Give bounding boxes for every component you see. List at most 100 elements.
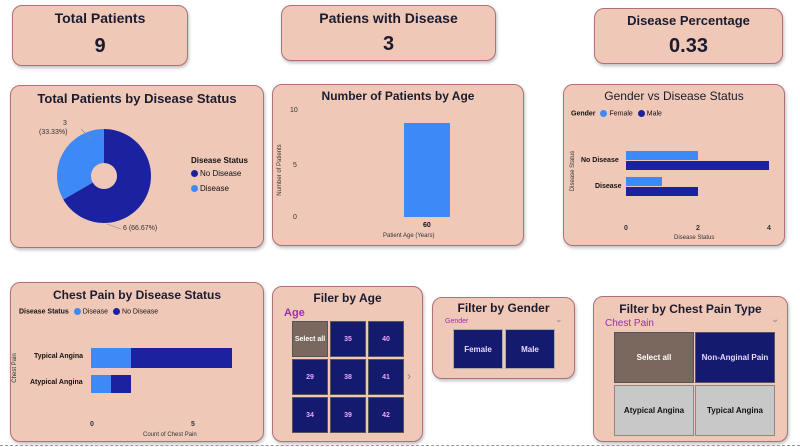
kpi-total-patients: Total Patients 9 bbox=[12, 5, 188, 66]
category-label: Typical Angina bbox=[34, 353, 84, 360]
donut-slice-no-disease[interactable] bbox=[63, 129, 151, 223]
slicer-header: Chest Pain bbox=[605, 318, 654, 329]
donut-label-no-disease: 6 (66.67%) bbox=[123, 225, 158, 232]
age-tile[interactable]: 34 bbox=[292, 397, 328, 433]
chart-title: Filter by Chest Pain Type bbox=[619, 302, 762, 316]
age-tile[interactable]: 35 bbox=[330, 321, 366, 357]
chest-filter-card: Filter by Chest Pain Type Chest Pain ⌄ S… bbox=[593, 296, 788, 442]
chest-chart-card: Chest Pain by Disease Status Disease Sta… bbox=[10, 282, 264, 442]
donut-chart bbox=[57, 128, 151, 230]
legend-label: No Disease bbox=[200, 169, 242, 178]
kpi-title: Total Patients bbox=[54, 10, 146, 26]
y-tick: 0 bbox=[293, 214, 297, 221]
kpi-patients-with-disease: Patiens with Disease 3 bbox=[281, 5, 496, 61]
x-tick: 0 bbox=[624, 225, 628, 232]
y-tick: 5 bbox=[293, 162, 297, 169]
bar-disease-female[interactable] bbox=[626, 177, 662, 186]
x-tick: 0 bbox=[90, 421, 94, 428]
kpi-value: 9 bbox=[94, 35, 106, 57]
kpi-value: 0.33 bbox=[669, 35, 708, 57]
y-tick: 10 bbox=[290, 107, 298, 114]
legend-label[interactable]: No Disease bbox=[122, 308, 159, 316]
gender-chart-card: Gender vs Disease Status Gender Female M… bbox=[563, 84, 785, 246]
legend-label: Disease bbox=[200, 184, 229, 193]
gender-tile-female[interactable]: Female bbox=[453, 329, 503, 369]
x-tick: 2 bbox=[696, 225, 700, 232]
age-tile[interactable]: 42 bbox=[368, 397, 404, 433]
kpi-value: 3 bbox=[382, 33, 395, 55]
gender-tile-male[interactable]: Male bbox=[505, 329, 555, 369]
chart-title: Chest Pain by Disease Status bbox=[52, 288, 222, 302]
donut-slice-disease[interactable] bbox=[57, 129, 104, 200]
bar-atypical-angina-no-disease[interactable] bbox=[111, 375, 132, 393]
legend-dot-icon bbox=[191, 185, 198, 193]
y-axis-title: Disease Status bbox=[570, 150, 576, 192]
legend-dot-icon bbox=[637, 110, 645, 117]
legend-item-disease[interactable]: Disease bbox=[191, 184, 229, 193]
chart-title: Filter by Gender bbox=[457, 301, 550, 315]
category-label: Atypical Angina bbox=[30, 379, 83, 386]
x-axis-title: Count of Chest Pain bbox=[143, 432, 197, 438]
legend-dot-icon bbox=[113, 308, 121, 315]
legend-label[interactable]: Disease bbox=[82, 308, 109, 316]
chart-title: Filer by Age bbox=[313, 291, 382, 305]
legend-item-no-disease[interactable]: No Disease bbox=[191, 169, 241, 178]
bar-atypical-angina-disease[interactable] bbox=[91, 375, 112, 393]
donut-legend-title: Disease Status bbox=[191, 156, 248, 165]
age-tile[interactable]: 41 bbox=[368, 359, 404, 395]
slicer-header: Gender bbox=[445, 318, 469, 325]
legend-dot-icon bbox=[73, 308, 81, 315]
slicer-header: Age bbox=[284, 307, 305, 319]
category-label: Disease bbox=[595, 183, 622, 190]
category-label: No Disease bbox=[581, 157, 619, 164]
y-axis-title: Chest Pain bbox=[12, 353, 18, 383]
bar-no-disease-female[interactable] bbox=[626, 151, 698, 160]
bar-disease-male[interactable] bbox=[626, 187, 698, 196]
chevron-down-icon[interactable]: ⌄ bbox=[771, 314, 780, 325]
bar-typical-angina-disease[interactable] bbox=[91, 348, 132, 368]
chevron-down-icon[interactable]: ⌄ bbox=[555, 314, 563, 324]
donut-leader-line bbox=[80, 128, 92, 140]
chart-title: Total Patients by Disease Status bbox=[37, 91, 237, 106]
donut-chart-card: Total Patients by Disease Status 3 (33.3… bbox=[10, 85, 264, 248]
x-axis-title: Disease Status bbox=[674, 235, 715, 241]
chest-tile-typical-angina[interactable]: Typical Angina bbox=[695, 385, 775, 436]
age-filter-card: Filer by Age Age Select all 35 40 29 38 41 34 3… bbox=[272, 286, 423, 442]
age-chart-card: Number of Patients by Age Number of Pati… bbox=[272, 84, 524, 246]
donut-leader-line bbox=[106, 223, 122, 230]
age-tile[interactable]: 29 bbox=[292, 359, 328, 395]
gender-legend: Gender Female Male bbox=[571, 110, 662, 117]
chest-tile-atypical-angina[interactable]: Atypical Angina bbox=[614, 385, 694, 436]
chart-title: Gender vs Disease Status bbox=[604, 89, 744, 103]
legend-title: Gender bbox=[571, 110, 596, 118]
age-bar[interactable] bbox=[404, 122, 450, 217]
age-tile[interactable]: 38 bbox=[330, 359, 366, 395]
legend-title: Disease Status bbox=[19, 308, 69, 316]
donut-label-disease: 3 bbox=[63, 120, 67, 127]
page-divider bbox=[0, 445, 800, 446]
x-tick: 5 bbox=[191, 421, 195, 428]
chest-tile-select-all[interactable]: Select all bbox=[614, 332, 694, 383]
age-tile[interactable]: 40 bbox=[368, 321, 404, 357]
age-tile[interactable]: 39 bbox=[330, 397, 366, 433]
gender-filter-card: Filter by Gender Gender ⌄ Female Male bbox=[432, 297, 575, 379]
legend-dot-icon bbox=[191, 170, 198, 178]
legend-label[interactable]: Female bbox=[609, 110, 633, 118]
kpi-title: Disease Percentage bbox=[627, 13, 750, 28]
x-tick: 60 bbox=[423, 222, 431, 229]
chevron-right-icon[interactable]: › bbox=[407, 369, 411, 383]
x-axis-title: Patient Age (Years) bbox=[383, 233, 435, 239]
chart-title: Number of Patients by Age bbox=[321, 89, 475, 103]
legend-dot-icon bbox=[600, 110, 608, 117]
chest-tile-non-anginal-pain[interactable]: Non-Anginal Pain bbox=[695, 332, 775, 383]
kpi-title: Patiens with Disease bbox=[319, 10, 458, 26]
kpi-disease-percentage: Disease Percentage 0.33 bbox=[594, 8, 783, 64]
bar-typical-angina-no-disease[interactable] bbox=[131, 348, 233, 368]
bar-no-disease-male[interactable] bbox=[626, 161, 769, 170]
donut-label-disease-pct: (33.33%) bbox=[39, 129, 68, 136]
y-axis-title: Number of Patients bbox=[277, 144, 283, 196]
chest-legend: Disease Status Disease No Disease bbox=[19, 308, 158, 315]
x-tick: 4 bbox=[767, 225, 771, 232]
legend-label[interactable]: Male bbox=[646, 110, 662, 118]
age-tile-select-all[interactable]: Select all bbox=[292, 321, 328, 357]
